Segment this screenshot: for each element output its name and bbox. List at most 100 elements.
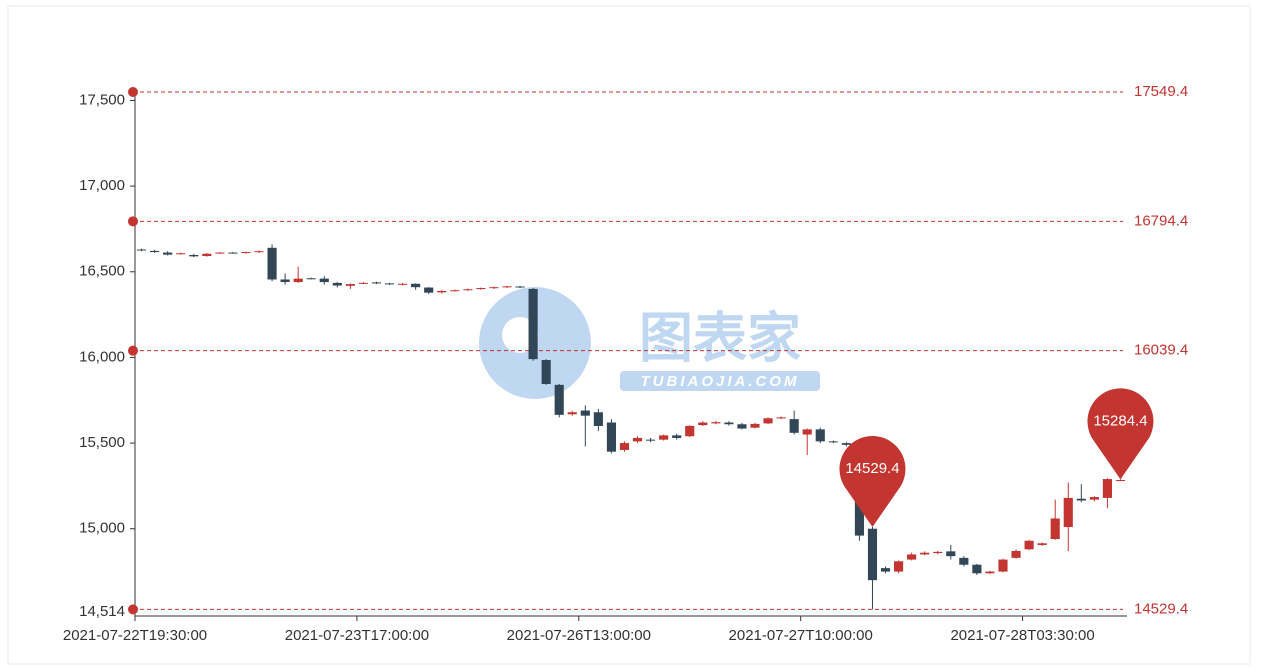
candle-body <box>476 288 486 290</box>
candle-body <box>1011 551 1021 558</box>
candle-body <box>698 422 708 426</box>
y-tick-label: 17,500 <box>79 91 125 108</box>
mark-line-start <box>128 345 138 356</box>
candle-body <box>241 252 251 254</box>
mark-point-pin <box>839 436 906 528</box>
candle-body <box>371 282 382 284</box>
mark-line-start <box>128 216 138 227</box>
candle-body <box>215 252 225 254</box>
x-tick-label: 2021-07-26T13:00:00 <box>507 627 651 644</box>
candle-body <box>972 564 982 574</box>
candle-body <box>946 551 956 557</box>
y-tick-label: 14,514 <box>79 603 125 620</box>
candle-body <box>1089 497 1099 500</box>
x-tick-label: 2021-07-22T19:30:00 <box>63 627 207 644</box>
candle-body <box>202 253 212 257</box>
candle-body <box>358 282 368 284</box>
mark-point-pin <box>1087 388 1154 480</box>
watermark-text: 图表家 <box>639 308 801 368</box>
candle-body <box>267 247 277 280</box>
candle-body <box>319 278 329 283</box>
mark-line-start <box>128 604 138 615</box>
card <box>7 5 1251 665</box>
candle-body <box>776 417 786 419</box>
candle-body <box>1050 518 1060 540</box>
candle-body <box>619 443 630 450</box>
candle-body <box>332 282 342 286</box>
x-tick-label: 2021-07-28T03:30:00 <box>950 627 1094 644</box>
watermark-band <box>620 371 820 391</box>
mark-line-label: 16039.4 <box>1134 342 1188 359</box>
candle-body <box>711 422 721 424</box>
candle-body <box>1063 497 1073 528</box>
candle-body <box>659 435 669 440</box>
candle-body <box>567 412 577 415</box>
candle-body <box>228 252 238 254</box>
candle-body <box>163 252 173 255</box>
candle-body <box>959 557 969 565</box>
candle-body <box>593 412 603 426</box>
candle-body <box>306 278 316 280</box>
mark-point-label: 14529.4 <box>845 460 899 477</box>
candle-body <box>737 424 747 429</box>
candle-body <box>150 250 160 253</box>
x-tick-label: 2021-07-27T10:00:00 <box>729 627 873 644</box>
candle-body <box>293 278 303 283</box>
candle-body <box>985 571 995 574</box>
candle-body <box>411 283 421 288</box>
candle-body <box>854 497 864 536</box>
candle-body <box>384 283 395 285</box>
candle-body <box>880 568 891 572</box>
candle-body <box>463 289 473 291</box>
candle-body <box>1037 543 1047 546</box>
candle-body <box>502 286 512 288</box>
mark-line-start <box>128 87 138 97</box>
candle-body <box>672 435 682 438</box>
candle-body <box>424 287 434 293</box>
y-tick-label: 16,500 <box>79 263 125 280</box>
candle-body <box>894 561 904 572</box>
candle-body <box>398 283 408 285</box>
candle-body <box>280 279 290 283</box>
candle-body <box>867 528 878 581</box>
candle-body <box>685 425 695 437</box>
mark-line-label: 16794.4 <box>1134 212 1188 229</box>
candle-body <box>1115 480 1126 482</box>
candle-body <box>541 360 551 384</box>
watermark-subtext: TUBIAOJIA.COM <box>641 373 800 390</box>
candle-body <box>907 554 917 560</box>
candle-body <box>136 249 147 251</box>
candle-body <box>554 384 564 415</box>
candle-body <box>998 559 1008 572</box>
candle-body <box>489 287 499 289</box>
candle-body <box>724 422 734 425</box>
candle-body <box>606 422 616 452</box>
candle-body <box>646 439 656 441</box>
candle-body <box>515 286 525 288</box>
y-tick-label: 15,000 <box>79 520 125 537</box>
candle-body <box>933 551 943 554</box>
candle-body <box>763 418 773 424</box>
candle-body <box>750 423 760 428</box>
mark-point-label: 15284.4 <box>1093 412 1147 429</box>
x-tick-label: 2021-07-23T17:00:00 <box>285 627 429 644</box>
candle-body <box>1102 479 1112 498</box>
candle-body <box>815 429 825 442</box>
mark-line-label: 14529.4 <box>1134 600 1188 617</box>
y-tick-label: 17,000 <box>79 177 125 194</box>
candle-body <box>828 441 838 443</box>
candle-body <box>345 284 355 286</box>
mark-line-label: 17549.4 <box>1134 83 1188 100</box>
candle-body <box>920 552 930 555</box>
candle-body <box>528 288 538 360</box>
y-tick-label: 15,500 <box>79 434 125 451</box>
candle-body <box>176 253 186 255</box>
candle-body <box>841 443 851 445</box>
candle-body <box>437 290 447 293</box>
candle-body <box>1076 498 1086 501</box>
candle-body <box>254 251 264 253</box>
candle-body <box>189 254 199 257</box>
candle-body <box>450 290 460 292</box>
y-tick-label: 16,000 <box>79 348 125 365</box>
